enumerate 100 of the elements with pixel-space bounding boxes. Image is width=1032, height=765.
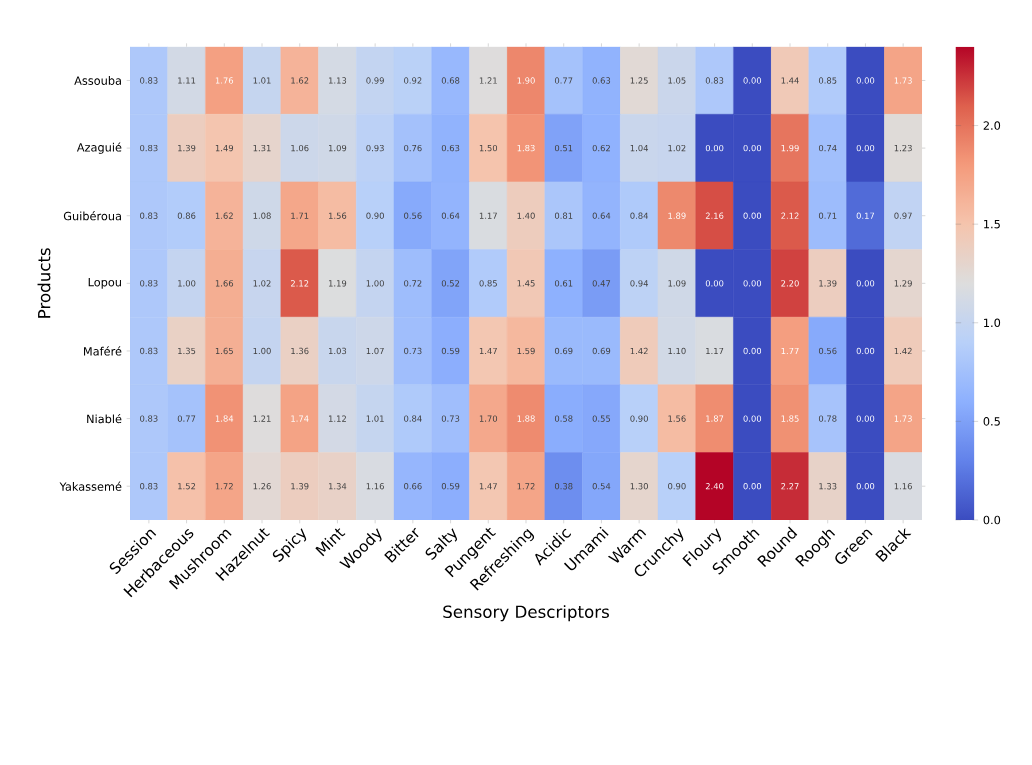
data-label: 0.47 [592,280,611,287]
data-label: 0.00 [856,144,875,152]
data-label: 1.73 [894,415,912,422]
data-label: 1.90 [517,77,535,84]
data-label: 0.62 [592,144,610,152]
data-label: 1.47 [479,483,497,490]
data-label: 0.00 [743,144,762,152]
data-label: 1.56 [329,212,347,219]
data-label: 1.16 [894,483,912,490]
data-label: 0.76 [404,144,422,152]
data-label: 1.77 [781,347,799,355]
y-tick-label: Assouba [74,76,121,85]
data-label: 0.97 [894,212,912,219]
data-label: 1.52 [178,483,196,490]
data-label: 0.78 [818,415,837,422]
data-label: 0.63 [592,77,611,84]
data-label: 0.83 [140,483,158,490]
data-label: 0.69 [554,347,573,355]
data-label: 0.83 [140,280,158,287]
data-label: 0.00 [705,280,724,287]
data-label: 0.77 [177,415,196,422]
y-tick-label: Niablé [87,413,122,424]
data-label: 0.83 [140,415,158,422]
data-label: 1.23 [894,144,912,152]
y-tick-label: Azaguié [76,142,122,154]
data-label: 0.74 [818,144,837,152]
data-label: 0.69 [592,347,611,355]
data-label: 1.73 [894,77,912,84]
data-label: 1.16 [366,483,384,490]
data-label: 1.56 [668,415,686,422]
data-label: 0.83 [140,144,158,152]
data-label: 1.35 [178,347,196,355]
data-label: 1.66 [215,280,234,287]
data-label: 1.02 [668,144,686,152]
data-label: 0.00 [743,347,762,355]
data-label: 0.00 [856,483,875,490]
color-bar-label: 0.5 [983,417,1000,426]
data-label: 1.74 [291,415,309,422]
data-label: 1.09 [668,280,686,287]
data-label: 1.39 [291,483,309,490]
data-label: 1.72 [215,483,233,490]
data-label: 1.65 [215,347,233,355]
data-label: 0.90 [630,415,648,422]
data-label: 0.73 [404,347,422,355]
data-label: 1.85 [781,415,799,422]
data-label: 0.90 [366,212,384,219]
data-label: 0.52 [441,280,460,287]
data-label: 0.84 [630,212,649,219]
data-label: 1.08 [253,212,271,219]
data-label: 0.94 [630,280,649,287]
data-label: 1.17 [479,212,497,219]
data-label: 0.99 [366,77,384,84]
data-label: 0.00 [856,77,875,84]
data-label: 1.04 [630,144,649,152]
data-label: 0.59 [441,483,460,490]
data-label: 1.83 [517,144,535,152]
data-label: 1.33 [819,483,837,490]
data-label: 2.20 [781,280,799,287]
data-label: 0.00 [856,280,875,287]
data-label: 0.56 [818,347,837,355]
data-label: 0.64 [592,212,611,219]
data-label: 1.09 [329,144,347,152]
data-label: 0.59 [441,347,460,355]
color-bar-label: 2.0 [983,121,1001,130]
data-label: 1.12 [329,415,346,422]
x-axis-title: Sensory Descriptors [443,605,609,622]
y-tick-label: Guibéroua [63,211,121,221]
data-label: 0.85 [818,77,837,84]
data-label: 1.19 [329,280,347,287]
data-label: 1.06 [291,144,309,152]
data-label: 0.00 [743,280,762,287]
data-label: 0.00 [743,212,762,219]
data-label: 0.54 [592,483,611,490]
y-axis-title: Products [37,248,51,318]
data-label: 1.39 [178,144,196,152]
data-label: 1.02 [253,280,271,287]
data-label: 0.93 [366,144,384,152]
data-label: 1.03 [329,347,347,355]
data-label: 0.17 [856,212,875,219]
data-label: 0.00 [743,415,762,422]
data-label: 0.66 [404,483,422,490]
data-label: 1.31 [253,144,271,152]
data-label: 0.64 [441,212,460,219]
data-label: 1.34 [329,483,347,490]
color-bar-label: 1.5 [984,219,1000,229]
data-label: 0.38 [554,483,573,490]
data-label: 1.21 [253,415,271,422]
data-label: 1.44 [781,77,799,84]
data-label: 1.42 [894,347,912,355]
data-label: 1.11 [178,77,196,84]
data-label: 2.12 [290,280,309,287]
data-label: 2.16 [705,212,724,219]
data-label: 0.84 [404,415,422,422]
data-label: 1.17 [706,347,724,355]
data-label: 0.83 [705,77,724,84]
data-label: 0.51 [554,144,573,152]
data-label: 1.62 [291,77,309,84]
data-label: 0.58 [554,415,573,422]
y-tick-label: Lopou [88,278,121,289]
data-label: 1.70 [479,415,498,422]
